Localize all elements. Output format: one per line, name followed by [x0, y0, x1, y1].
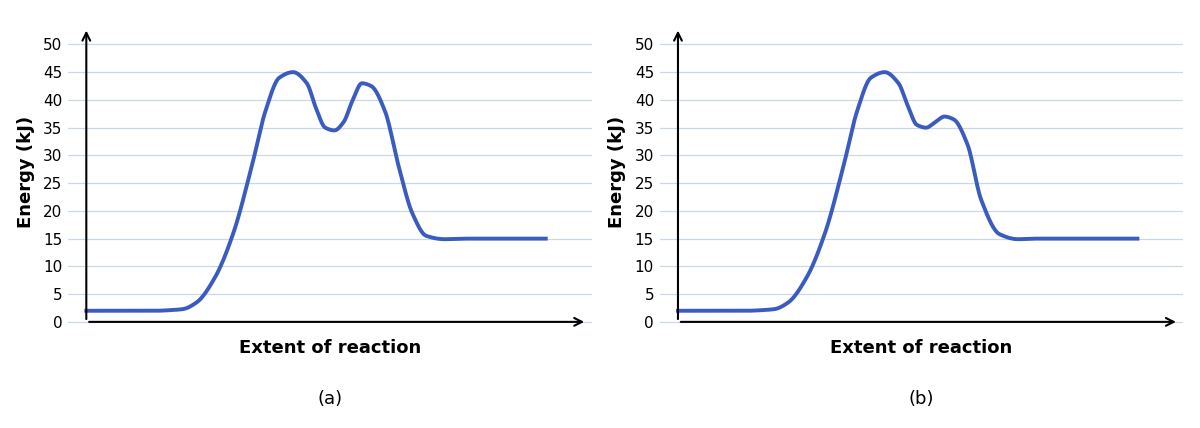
X-axis label: Extent of reaction: Extent of reaction [830, 339, 1013, 357]
Y-axis label: Energy (kJ): Energy (kJ) [608, 116, 626, 228]
Text: (a): (a) [317, 389, 342, 407]
Y-axis label: Energy (kJ): Energy (kJ) [17, 116, 35, 228]
Text: (b): (b) [908, 389, 935, 407]
X-axis label: Extent of reaction: Extent of reaction [239, 339, 421, 357]
